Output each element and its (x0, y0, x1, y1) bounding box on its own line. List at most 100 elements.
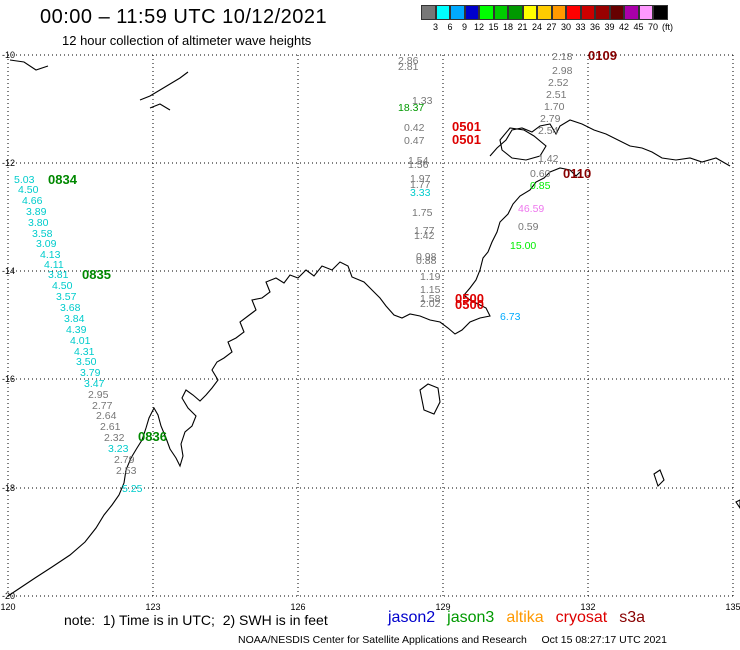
wave-height-value: 2.54 (538, 125, 559, 137)
latitude-label: -18 (2, 483, 15, 493)
scale-label: 3 (432, 22, 439, 32)
axis-labels: 120 123 126 129 132 135 -10 -12 -14 -16 -18 -20 (0, 50, 740, 612)
wave-height-value: 0.59 (518, 221, 539, 233)
scale-swatch (435, 5, 450, 20)
scale-swatch (653, 5, 668, 20)
wave-height-value: 0.60 (530, 168, 551, 180)
scale-swatch (421, 5, 436, 20)
island-offshore (419, 383, 441, 415)
pass-time-label: 0110 (563, 166, 591, 181)
wave-height-value: 3.33 (410, 187, 431, 199)
legend-item: jason3 (447, 609, 495, 626)
wave-height-value: 0.88 (416, 255, 437, 267)
coastline (7, 59, 740, 597)
pass-time-label: 0500 (455, 297, 484, 312)
scale-label: 70 (647, 22, 659, 32)
scale-swatch (624, 5, 639, 20)
wave-height-value: 1.15 (420, 284, 441, 296)
scale-swatch (493, 5, 508, 20)
wave-height-value: 0.47 (404, 135, 425, 147)
scale-label: 15 (488, 22, 499, 32)
wave-height-value: 2.18 (552, 51, 573, 63)
wave-height-value: 4.13 (40, 249, 61, 261)
scale-label: 27 (546, 22, 557, 32)
wave-height-value: 2.98 (552, 65, 573, 77)
wave-height-value: 2.51 (546, 89, 567, 101)
wave-height-value: 3.09 (36, 238, 57, 250)
wave-height-value: 1.75 (412, 207, 433, 219)
legend-item: altika (506, 609, 544, 626)
color-scale (421, 5, 668, 20)
wave-height-value: 4.01 (70, 335, 91, 347)
pass-time-label: 0835 (82, 267, 111, 282)
scale-swatch (537, 5, 552, 20)
wave-height-value: 3.80 (28, 217, 49, 229)
wave-height-value: 1.19 (420, 271, 441, 283)
scale-swatch (450, 5, 465, 20)
wave-height-value: 2.77 (92, 400, 113, 412)
map-title: 00:00 – 11:59 UTC 10/12/2021 (40, 6, 328, 28)
island-tiwi (499, 127, 547, 161)
wave-height-value: 1.58 (420, 293, 441, 305)
latitude-label: -20 (2, 591, 15, 601)
wave-height-value: 2.79 (540, 113, 561, 125)
map-subtitle: 12 hour collection of altimeter wave hei… (62, 33, 312, 48)
scale-label: 33 (575, 22, 586, 32)
wave-height-value: 1.42 (414, 230, 435, 242)
wave-height-value: 2.64 (96, 410, 117, 422)
wave-height-value: 2.61 (100, 421, 121, 433)
wave-height-value: 3.84 (64, 313, 85, 325)
scale-swatch (580, 5, 595, 20)
wave-height-value: 2.02 (420, 298, 441, 310)
wave-height-value: 2.53 (116, 465, 137, 477)
pass-time-label: 0834 (48, 172, 78, 187)
scale-label: (ft) (662, 22, 673, 32)
wave-height-value: 0.85 (530, 180, 551, 192)
pass-time-label: 0501 (452, 132, 481, 147)
scale-swatch (595, 5, 610, 20)
pass-time-label: 0500 (455, 291, 484, 306)
scale-label: 45 (633, 22, 644, 32)
wave-height-value: 4.66 (22, 195, 43, 207)
wave-height-value: 1.54 (408, 155, 429, 167)
lat-lon-grid (7, 54, 736, 598)
island-east (653, 469, 665, 488)
wave-height-value: 3.58 (32, 228, 53, 240)
wave-height-value: 1.97 (410, 173, 431, 185)
scale-swatch (479, 5, 494, 20)
legend-item: cryosat (555, 609, 608, 626)
wave-height-value: 3.79 (80, 367, 101, 379)
longitude-label: 132 (580, 602, 595, 612)
wave-height-value: 2.52 (548, 77, 569, 89)
latitude-label: -16 (2, 374, 15, 384)
scale-swatch (508, 5, 523, 20)
scale-label: 36 (589, 22, 601, 32)
wave-height-value: 4.39 (66, 324, 87, 336)
wave-height-value: 4.50 (52, 280, 73, 292)
island-east-small (735, 499, 740, 509)
legend-item: jason2 (388, 609, 436, 626)
wave-height-value: 2.95 (88, 389, 109, 401)
wave-height-labels: 5.034.504.663.893.803.583.094.134.113.81… (14, 51, 573, 495)
wave-height-value: 3.50 (76, 356, 97, 368)
scale-swatch (551, 5, 566, 20)
wave-height-value: 6.73 (500, 311, 521, 323)
scale-label: 30 (560, 22, 572, 32)
kimberley-coast (7, 167, 581, 597)
wave-height-value: 3.81 (48, 269, 69, 281)
longitude-label: 135 (725, 602, 740, 612)
wave-height-value: 3.57 (56, 291, 77, 303)
latitude-label: -10 (2, 50, 15, 60)
footnote: note: 1) Time is in UTC; 2) SWH is in fe… (64, 612, 328, 628)
wave-height-value: 0.98 (416, 251, 437, 263)
wave-height-value: 2.81 (398, 61, 419, 73)
wave-height-value: 1.42 (538, 153, 559, 165)
wave-height-value: 0.42 (404, 122, 425, 134)
scale-swatch (609, 5, 624, 20)
pass-time-label: 0836 (138, 429, 167, 444)
wave-height-value: 1.56 (408, 159, 429, 171)
wave-height-value: 4.31 (74, 346, 95, 358)
legend-item: s3a (619, 609, 646, 626)
